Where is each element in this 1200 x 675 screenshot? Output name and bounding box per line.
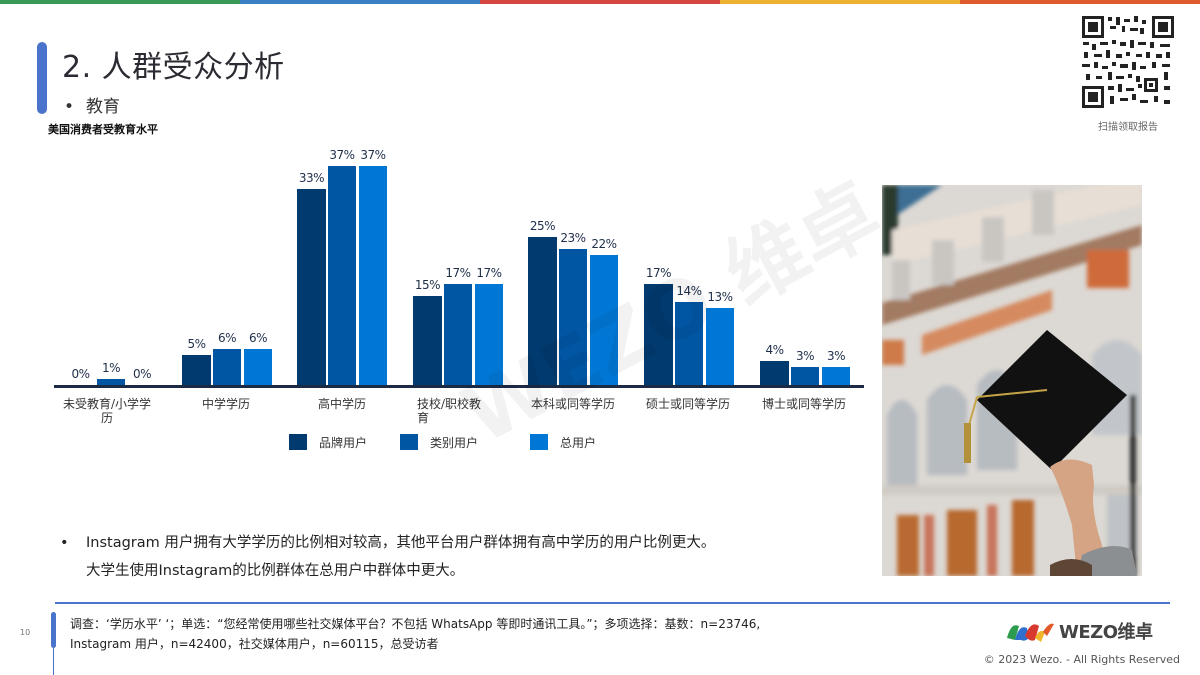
legend-swatch <box>530 434 548 450</box>
x-axis-line <box>54 385 864 388</box>
category-label-vocational: 技校/职校教 育 <box>417 397 507 425</box>
bar-3-1 <box>444 284 472 385</box>
value-label: 23% <box>560 231 586 245</box>
category-label-doctorate: 博士或同等学历 <box>761 397 846 411</box>
value-label: 0% <box>132 367 152 381</box>
bar-6-1 <box>791 367 819 385</box>
wezo-logo-icon <box>1007 623 1054 642</box>
footer-divider <box>55 602 1170 604</box>
bar-6-2 <box>822 367 850 385</box>
section-subtitle: • 教育 <box>64 92 120 117</box>
wezo-logo: WEZO维卓 <box>1005 618 1153 644</box>
category-label-high-school: 高中学历 <box>317 397 366 411</box>
category-label-line: 未受教育/小学学 <box>62 397 152 411</box>
value-label: 13% <box>707 290 733 304</box>
education-bar-chart: 未受教育/小学学 历 中学学历 高中学历 技校/职校教 育 本科或同等学历 硕士… <box>52 148 864 425</box>
qr-code-icon <box>1080 14 1176 110</box>
value-label: 37% <box>360 148 386 162</box>
value-label: 1% <box>101 361 121 375</box>
bar-2-2 <box>359 166 387 385</box>
value-label: 25% <box>529 219 556 233</box>
bar-0-1 <box>97 379 125 385</box>
legend-swatch <box>289 434 307 450</box>
bar-1-1 <box>213 349 241 385</box>
top-color-bar <box>0 0 1200 4</box>
value-label: 5% <box>187 337 206 351</box>
bar-1-0 <box>182 355 211 385</box>
source-line-1: 调查：‘学历水平’ ‘；单选：“您经常使用哪些社交媒体平台？不包括 WhatsA… <box>70 617 761 631</box>
subtitle-text: 教育 <box>86 97 120 117</box>
qr-caption: 扫描领取报告 <box>1098 122 1158 133</box>
bar-2-1 <box>328 166 356 385</box>
bar-5-0 <box>644 284 673 385</box>
value-label: 3% <box>795 349 815 363</box>
bar-4-1 <box>559 249 587 385</box>
value-label: 37% <box>329 148 355 162</box>
category-label-bachelor: 本科或同等学历 <box>530 397 615 411</box>
topbar-segment-green <box>0 0 240 4</box>
value-label: 33% <box>298 171 325 185</box>
bar-5-2 <box>706 308 734 385</box>
value-label: 15% <box>414 278 441 292</box>
value-label: 6% <box>217 331 237 345</box>
bullet-icon: • <box>60 535 69 551</box>
insight-note: • Instagram 用户拥有大学学历的比例相对较高，其他平台用户群体拥有高中学… <box>60 529 715 585</box>
legend-label: 类别用户 <box>430 435 479 450</box>
legend-item-brand-users: 品牌用户 <box>289 434 367 450</box>
value-label: 6% <box>248 331 268 345</box>
bar-5-1 <box>675 302 703 385</box>
bullet-icon: • <box>64 97 75 117</box>
bar-6-0 <box>760 361 789 385</box>
category-label-middle-school: 中学学历 <box>201 397 250 411</box>
value-label: 17% <box>645 266 672 280</box>
bar-4-2 <box>590 255 618 385</box>
page-number: 10 <box>20 628 31 637</box>
value-label: 22% <box>591 237 617 251</box>
graduation-cap-photo <box>882 185 1142 576</box>
topbar-segment-red <box>480 0 720 4</box>
topbar-segment-orange <box>960 0 1200 4</box>
legend-label: 品牌用户 <box>319 435 368 450</box>
category-label-elementary: 未受教育/小学学 历 <box>52 397 162 425</box>
topbar-segment-blue <box>240 0 480 4</box>
value-label: 14% <box>676 284 702 298</box>
copyright: © 2023 Wezo. - All Rights Reserved <box>983 653 1180 666</box>
value-label: 0% <box>71 367 90 381</box>
legend-label: 总用户 <box>560 435 597 450</box>
topbar-segment-yellow <box>720 0 960 4</box>
bar-4-0 <box>528 237 557 385</box>
insight-line-1: • Instagram 用户拥有大学学历的比例相对较高，其他平台用户群体拥有高中学… <box>60 529 715 557</box>
legend-item-category-users: 类别用户 <box>400 434 478 450</box>
qr-code[interactable] <box>1080 14 1176 110</box>
bar-1-2 <box>244 349 272 385</box>
bar-3-0 <box>413 296 442 385</box>
category-label-line: 历 <box>100 411 113 425</box>
category-label-line: 育 <box>417 411 430 425</box>
value-label: 3% <box>826 349 846 363</box>
title-accent-bar <box>37 42 47 114</box>
category-label-master: 硕士或同等学历 <box>645 397 730 411</box>
insight-line-2: 大学生使用Instagram的比例群体在总用户中群体中更大。 <box>86 563 465 579</box>
source-line-2: Instagram 用户，n=42400，社交媒体用户，n=60115，总受访者 <box>70 637 439 651</box>
survey-source-note: 调查：‘学历水平’ ‘；单选：“您经常使用哪些社交媒体平台？不包括 WhatsA… <box>70 614 990 654</box>
page-title: 2. 人群受众分析 <box>62 50 285 85</box>
legend-swatch <box>400 434 418 450</box>
legend-item-total-users: 总用户 <box>530 434 596 450</box>
bar-3-2 <box>475 284 503 385</box>
logo-text: WEZO维卓 <box>1059 622 1153 643</box>
footer-accent-pill <box>51 612 56 648</box>
insight-text: Instagram 用户拥有大学学历的比例相对较高，其他平台用户群体拥有高中学历… <box>86 535 716 551</box>
graduation-photo-image <box>882 185 1142 576</box>
footer-accent-line <box>53 646 54 675</box>
value-label: 17% <box>476 266 502 280</box>
bar-2-0 <box>297 189 326 385</box>
category-label-line: 技校/职校教 <box>417 397 482 411</box>
chart-title: 美国消费者受教育水平 <box>48 123 158 136</box>
value-label: 4% <box>765 343 784 357</box>
value-label: 17% <box>445 266 471 280</box>
